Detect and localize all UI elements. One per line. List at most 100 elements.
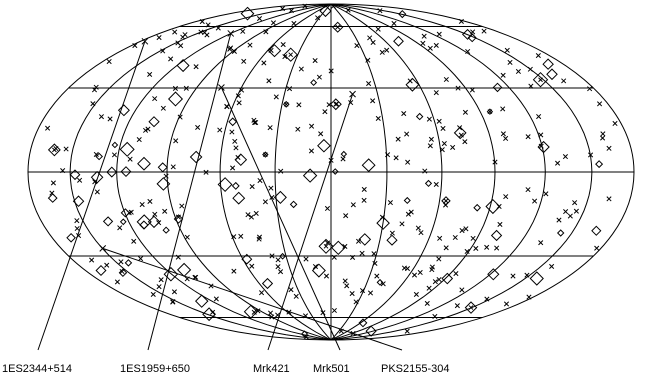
- catalog-cross: [567, 213, 573, 219]
- catalog-diamond: [282, 100, 290, 108]
- source-label-mrk421: Mrk421: [253, 363, 290, 375]
- catalog-cross: [473, 245, 479, 251]
- catalog-cross: [253, 119, 259, 126]
- catalog-cross: [492, 159, 498, 165]
- catalog-diamond: [231, 181, 240, 190]
- catalog-cross: [507, 59, 513, 65]
- catalog-cross: [331, 307, 337, 314]
- catalog-diamond: [415, 112, 424, 121]
- catalog-cross: [104, 262, 110, 268]
- catalog-diamond: [405, 77, 420, 92]
- catalog-diamond: [424, 179, 433, 188]
- catalog-cross: [377, 8, 383, 14]
- catalog-cross: [349, 291, 355, 297]
- catalog-cross: [594, 245, 600, 251]
- catalog-cross: [421, 33, 427, 39]
- catalog-cross: [433, 181, 439, 188]
- catalog-cross: [52, 147, 57, 153]
- catalog-cross: [417, 269, 423, 276]
- catalog-cross: [323, 273, 330, 279]
- catalog-diamond: [139, 220, 149, 230]
- catalog-cross: [193, 64, 199, 70]
- catalog-cross: [236, 100, 242, 106]
- catalog-cross: [562, 154, 568, 160]
- catalog-diamond: [157, 162, 168, 173]
- catalog-cross: [111, 152, 118, 158]
- catalog-diamond: [176, 58, 190, 73]
- catalog-cross: [525, 187, 531, 193]
- catalog-cross: [266, 78, 272, 84]
- catalog-cross: [324, 205, 331, 212]
- catalog-cross: [371, 251, 377, 257]
- catalog-cross: [263, 152, 268, 157]
- catalog-cross: [340, 156, 346, 162]
- catalog-cross: [426, 116, 432, 122]
- catalog-cross: [312, 263, 318, 270]
- catalog-cross: [127, 156, 133, 162]
- catalog-diamond: [228, 117, 238, 127]
- catalog-cross: [180, 34, 186, 40]
- catalog-cross: [171, 289, 178, 295]
- catalog-cross: [600, 135, 606, 141]
- catalog-cross: [503, 301, 510, 307]
- catalog-cross: [253, 210, 259, 216]
- catalog-cross: [436, 31, 442, 37]
- catalog-cross: [298, 66, 304, 72]
- catalog-cross: [268, 185, 274, 191]
- catalog-cross: [224, 104, 230, 110]
- catalog-cross: [401, 111, 407, 117]
- catalog-diamond: [329, 98, 342, 111]
- catalog-cross: [343, 213, 349, 219]
- catalog-cross: [288, 52, 294, 58]
- catalog-diamond: [365, 325, 377, 337]
- catalog-cross: [240, 28, 246, 34]
- catalog-cross: [249, 184, 255, 190]
- catalog-cross: [420, 40, 426, 46]
- catalog-cross: [239, 87, 245, 93]
- catalog-cross: [156, 34, 162, 41]
- catalog-cross: [587, 86, 593, 92]
- catalog-cross: [193, 274, 199, 280]
- catalog-cross: [142, 127, 149, 133]
- catalog-cross: [344, 283, 350, 289]
- catalog-diamond: [332, 21, 344, 33]
- catalog-cross: [50, 180, 56, 186]
- catalog-diamond: [137, 156, 151, 171]
- catalog-cross: [93, 84, 99, 90]
- catalog-cross: [452, 234, 458, 241]
- catalog-cross: [561, 78, 567, 84]
- catalog-diamond: [302, 168, 318, 183]
- catalog-diamond: [148, 116, 160, 128]
- catalog-diamond: [529, 271, 544, 286]
- catalog-cross: [500, 72, 506, 78]
- catalog-cross: [350, 254, 356, 260]
- catalog-cross: [267, 310, 274, 316]
- catalog-cross: [156, 284, 162, 290]
- catalog-cross: [117, 225, 123, 231]
- label-pointer: [147, 33, 232, 351]
- catalog-diamond: [473, 203, 482, 212]
- catalog-cross: [283, 101, 289, 107]
- catalog-diamond: [317, 138, 331, 153]
- catalog-cross: [288, 287, 294, 293]
- catalog-cross: [256, 234, 263, 240]
- catalog-diamond: [66, 232, 76, 243]
- catalog-cross: [384, 47, 390, 53]
- catalog-cross: [436, 276, 442, 283]
- catalog-diamond: [72, 195, 85, 208]
- catalog-cross: [462, 109, 468, 115]
- catalog-cross: [248, 214, 254, 220]
- catalog-cross: [389, 230, 395, 236]
- catalog-cross: [436, 118, 442, 124]
- catalog-diamond: [162, 226, 170, 234]
- aitoff-grid: [27, 3, 635, 341]
- catalog-diamond: [47, 193, 58, 203]
- catalog-diamond: [398, 9, 407, 19]
- catalog-cross: [497, 221, 503, 227]
- catalog-cross: [296, 102, 302, 108]
- catalog-cross: [538, 77, 543, 83]
- catalog-cross: [256, 16, 263, 22]
- catalog-cross: [138, 256, 144, 262]
- catalog-cross: [258, 290, 265, 296]
- catalog-cross: [367, 35, 373, 41]
